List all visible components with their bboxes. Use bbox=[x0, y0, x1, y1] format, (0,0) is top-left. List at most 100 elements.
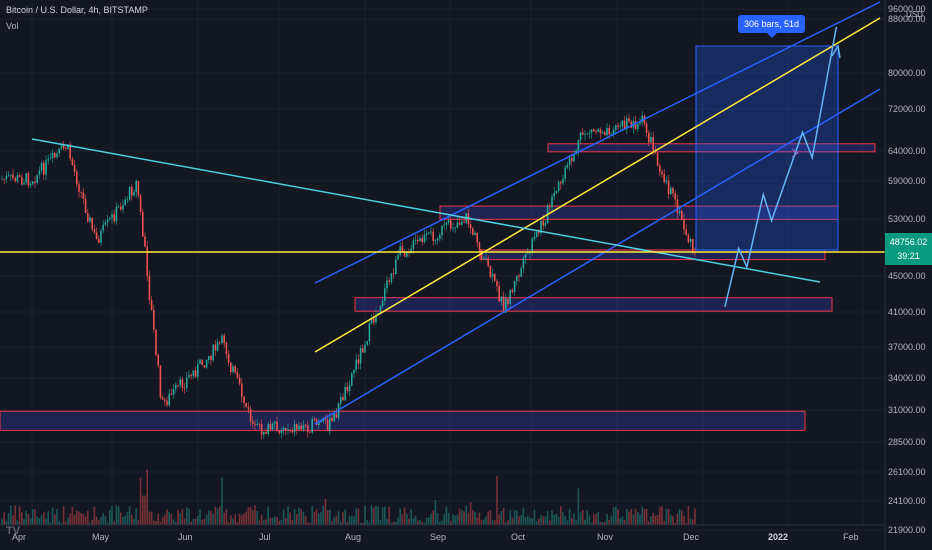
candle-body bbox=[650, 136, 652, 143]
candle-body bbox=[516, 275, 518, 281]
volume-bar bbox=[84, 516, 87, 525]
volume-bar bbox=[27, 514, 30, 525]
channel-upper-line[interactable] bbox=[314, 1, 881, 284]
support-resistance-zone[interactable] bbox=[0, 410, 806, 431]
volume-bar bbox=[309, 522, 311, 525]
volume-bar bbox=[637, 511, 639, 525]
candle-body bbox=[111, 214, 113, 219]
volume-bar bbox=[540, 514, 542, 525]
volume-bar bbox=[529, 517, 531, 525]
volume-bar bbox=[667, 509, 670, 525]
candle-body bbox=[456, 222, 459, 228]
candle-body bbox=[210, 356, 212, 361]
volume-bar bbox=[113, 521, 115, 525]
volume-indicator-label[interactable]: Vol bbox=[6, 21, 19, 31]
volume-bar bbox=[434, 500, 437, 525]
candle-body bbox=[665, 180, 668, 182]
volume-bar bbox=[557, 516, 560, 525]
projection-path[interactable] bbox=[724, 26, 838, 308]
volume-bar bbox=[606, 514, 608, 525]
volume-bar bbox=[476, 517, 478, 525]
candle-body bbox=[122, 205, 124, 210]
candle-body bbox=[84, 198, 87, 213]
candle-body bbox=[326, 419, 329, 431]
channel-lower-line[interactable] bbox=[314, 88, 881, 425]
volume-bar bbox=[333, 517, 335, 525]
symbol-title[interactable]: Bitcoin / U.S. Dollar, 4h, BITSTAMP bbox=[6, 5, 148, 15]
tradingview-logo-icon[interactable]: TV bbox=[6, 525, 21, 537]
candle-body bbox=[601, 132, 604, 134]
volume-bar bbox=[190, 521, 192, 525]
volume-bar bbox=[384, 506, 386, 525]
support-resistance-zone[interactable] bbox=[547, 143, 876, 153]
volume-bar bbox=[54, 514, 56, 525]
candle-body bbox=[175, 384, 177, 389]
volume-bar bbox=[597, 511, 599, 525]
volume-bar bbox=[509, 510, 511, 525]
candle-body bbox=[608, 127, 610, 135]
volume-bar bbox=[623, 519, 626, 525]
candle-body bbox=[401, 246, 404, 253]
volume-bar bbox=[549, 520, 551, 525]
projection-arrowhead bbox=[831, 43, 841, 59]
candle-body bbox=[23, 182, 25, 185]
volume-bar bbox=[370, 505, 373, 525]
descending-trendline[interactable] bbox=[31, 138, 821, 283]
volume-bar bbox=[164, 514, 166, 525]
volume-bar bbox=[595, 513, 597, 525]
candle-body bbox=[670, 188, 672, 195]
candle-body bbox=[687, 235, 690, 242]
candle-body bbox=[62, 145, 65, 149]
volume-bar bbox=[445, 506, 448, 525]
candle-body bbox=[522, 257, 525, 269]
volume-bar bbox=[80, 513, 82, 525]
volume-bar bbox=[575, 520, 577, 525]
volume-bar bbox=[45, 518, 47, 525]
candle-body bbox=[491, 273, 494, 277]
candle-body bbox=[551, 196, 553, 207]
volume-bar bbox=[368, 522, 371, 525]
candle-body bbox=[683, 219, 685, 230]
candle-body bbox=[538, 231, 540, 234]
volume-bar bbox=[500, 511, 503, 525]
candle-body bbox=[188, 375, 190, 378]
volume-bar bbox=[450, 521, 452, 525]
candle-body bbox=[472, 228, 474, 236]
candle-body bbox=[604, 132, 606, 136]
candle-body bbox=[73, 165, 76, 172]
volume-bar bbox=[432, 510, 434, 525]
volume-bar bbox=[694, 508, 696, 525]
volume-bar bbox=[5, 521, 8, 525]
volume-bar bbox=[610, 515, 613, 525]
volume-bar bbox=[322, 505, 324, 525]
candle-body bbox=[461, 221, 463, 225]
candle-body bbox=[12, 174, 14, 179]
candle-body bbox=[370, 318, 373, 324]
volume-bar bbox=[399, 508, 401, 525]
volume-bar bbox=[210, 511, 212, 525]
volume-bar bbox=[161, 517, 164, 525]
candle-body bbox=[476, 232, 478, 243]
volume-bar bbox=[441, 520, 443, 525]
volume-bar bbox=[579, 512, 582, 525]
volume-bar bbox=[238, 513, 241, 525]
date-price-range-box[interactable] bbox=[695, 45, 839, 251]
price-axis-label: 72000.00 bbox=[888, 104, 926, 114]
volume-bar bbox=[562, 512, 564, 525]
channel-mid-line[interactable] bbox=[314, 17, 881, 353]
candle-body bbox=[630, 121, 632, 128]
candle-body bbox=[511, 290, 514, 292]
price-axis-label: 26100.00 bbox=[888, 467, 926, 477]
volume-bar bbox=[234, 514, 236, 525]
candle-body bbox=[619, 126, 621, 127]
volume-bars bbox=[1, 469, 696, 525]
candle-body bbox=[441, 225, 443, 236]
candle-body bbox=[10, 174, 12, 176]
candle-body bbox=[408, 252, 410, 254]
volume-bar bbox=[186, 507, 188, 525]
support-resistance-zone[interactable] bbox=[354, 297, 833, 312]
candle-body bbox=[590, 129, 593, 133]
volume-bar bbox=[419, 519, 421, 525]
